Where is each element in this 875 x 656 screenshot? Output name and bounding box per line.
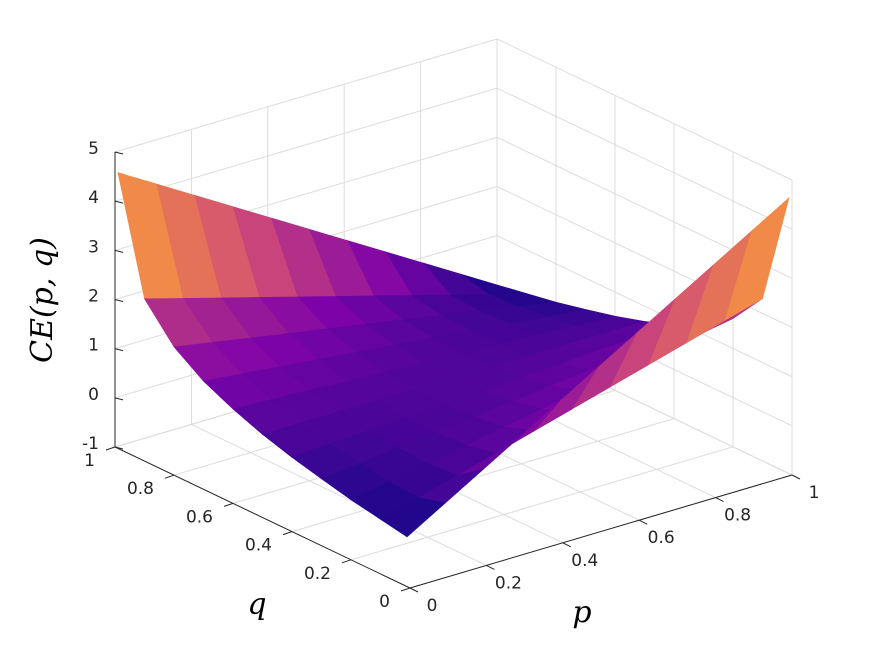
z-tick-label: 2: [88, 287, 99, 307]
grid-line: [496, 87, 793, 230]
y-tick-label: 1: [84, 451, 95, 471]
y-tick: [400, 587, 411, 592]
grid-line: [496, 38, 793, 181]
y-tick: [164, 474, 175, 479]
x-tick-label: 0.6: [648, 528, 675, 548]
grid-line: [350, 446, 734, 561]
y-tick-label: 0: [379, 592, 390, 612]
y-tick: [341, 559, 352, 564]
y-axis-line: [114, 446, 411, 589]
x-tick: [486, 564, 495, 570]
z-tick: [114, 299, 124, 302]
surface-patch: [379, 497, 446, 538]
y-tick: [282, 531, 293, 536]
grid-line: [291, 418, 675, 533]
z-tick: [114, 249, 124, 253]
y-tick: [223, 502, 234, 507]
x-tick-label: 1: [809, 483, 820, 503]
z-tick-label: -1: [82, 434, 99, 454]
x-tick: [715, 497, 724, 503]
x-tick: [409, 587, 419, 593]
grid-line: [191, 423, 487, 566]
x-axis-label: p: [572, 595, 591, 630]
y-axis-label: q: [247, 587, 266, 622]
z-tick-label: 3: [88, 237, 99, 257]
grid-line: [114, 87, 498, 202]
y-tick: [105, 446, 116, 451]
z-tick-label: 0: [88, 385, 99, 405]
z-tick: [114, 446, 124, 450]
x-tick-label: 0.2: [495, 573, 522, 593]
z-tick-label: 1: [88, 336, 99, 356]
z-tick-label: 4: [88, 188, 99, 208]
z-axis-label: CE(p, q): [25, 237, 60, 363]
grid-line: [496, 235, 793, 378]
x-tick: [638, 519, 648, 525]
z-tick-label: 5: [88, 139, 99, 159]
x-tick: [791, 474, 801, 480]
surface: [117, 172, 790, 538]
grid-line: [114, 38, 498, 153]
x-tick-label: 0: [427, 596, 438, 616]
z-tick: [114, 348, 124, 352]
y-tick-label: 0.4: [245, 536, 272, 556]
z-tick: [114, 200, 124, 204]
y-tick-label: 0.8: [127, 479, 154, 499]
z-tick: [114, 151, 124, 155]
z-tick: [114, 397, 124, 401]
x-tick-label: 0.4: [571, 551, 598, 571]
x-axis-line: [409, 474, 793, 589]
x-tick-label: 0.8: [724, 506, 751, 526]
y-tick-label: 0.2: [304, 564, 331, 584]
y-tick-label: 0.6: [186, 507, 213, 527]
x-tick: [562, 542, 572, 548]
